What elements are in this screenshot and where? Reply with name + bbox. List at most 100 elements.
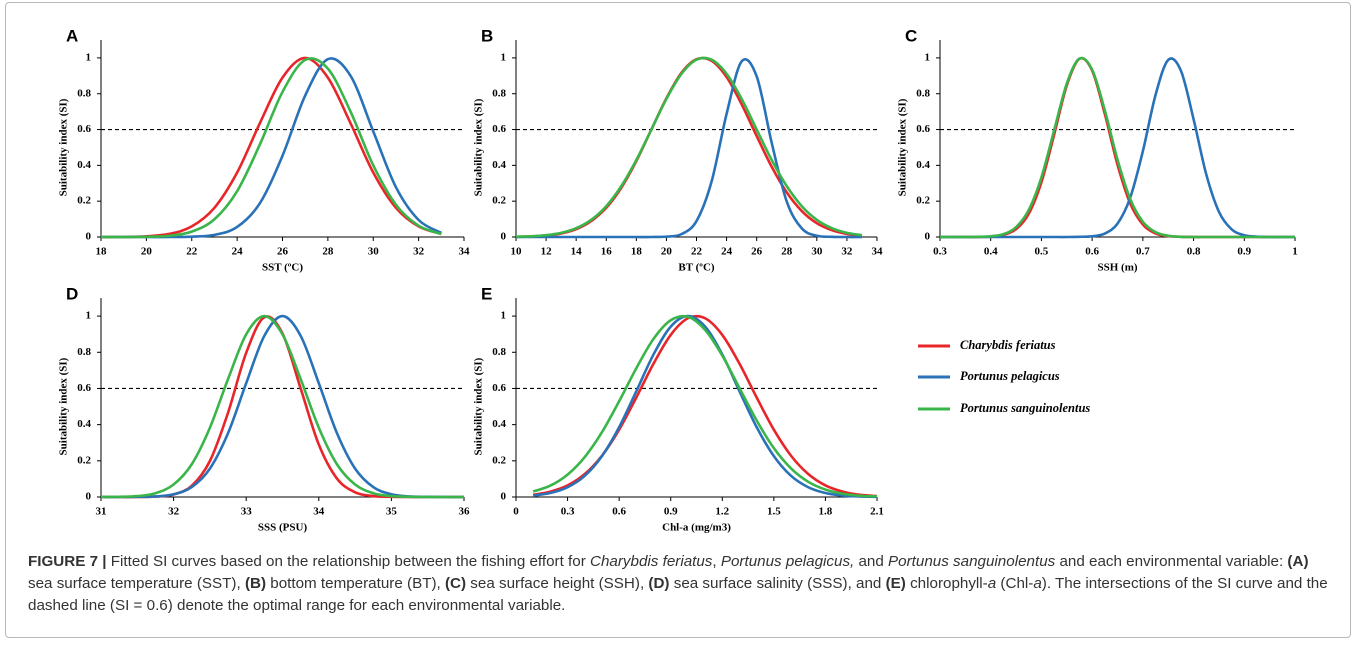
x-tick-label: 32: [413, 246, 425, 258]
caption-text: (Chl-: [996, 575, 1034, 592]
caption-text: chlorophyll-: [905, 575, 988, 592]
x-tick-label: 1: [1292, 246, 1298, 258]
caption-text: and each environmental variable:: [1055, 553, 1288, 570]
y-axis-label: Suitability index (SI): [58, 98, 70, 196]
x-tick-label: 0.9: [1237, 246, 1251, 258]
x-tick-label: 0.3: [933, 246, 947, 258]
series-line: [940, 56, 1295, 239]
y-tick-label: 0.2: [77, 454, 91, 466]
series-line: [515, 56, 863, 238]
y-tick-label: 0: [501, 231, 507, 243]
x-tick-label: 31: [96, 506, 107, 518]
x-tick-label: 34: [872, 246, 884, 258]
caption-text: Charybdis feriatus: [590, 553, 713, 570]
caption-text: ). The intersections of the SI curve and…: [28, 575, 1328, 614]
x-tick-label: 14: [571, 246, 583, 258]
y-tick-label: 0: [86, 231, 92, 243]
caption-text: (B): [244, 575, 267, 592]
caption-text: a: [987, 575, 997, 592]
x-tick-label: 24: [721, 246, 733, 258]
caption-text: bottom temperature (BT),: [266, 575, 445, 592]
series-line: [100, 57, 442, 239]
y-tick-label: 0.6: [916, 123, 930, 135]
x-tick-label: 18: [96, 246, 108, 258]
panel-label: E: [481, 284, 492, 303]
x-tick-label: 28: [781, 246, 793, 258]
caption-text: ,: [712, 553, 721, 570]
x-tick-label: 34: [459, 246, 471, 258]
panel-label: D: [66, 284, 78, 303]
y-tick-label: 0.4: [492, 418, 506, 430]
x-tick-label: 12: [541, 246, 553, 258]
y-tick-label: 0.4: [77, 159, 91, 171]
series-line: [940, 56, 1295, 239]
x-axis-label: Chl-a (mg/m3): [662, 522, 731, 534]
y-tick-label: 0.4: [77, 418, 91, 430]
x-tick-label: 30: [811, 246, 823, 258]
caption-text: and: [854, 553, 889, 570]
x-tick-label: 0.9: [664, 506, 678, 518]
x-tick-label: 0.8: [1187, 246, 1201, 258]
chart: 0 0.2 0.4 0.6 0.8 1 18 20 22 24 26 28 30 32 34 A SST (ºC…: [58, 26, 1298, 534]
x-tick-label: 20: [661, 246, 673, 258]
caption-text: Portunus pelagicus,: [720, 553, 855, 570]
caption: FIGURE 7 | Fitted SI curves based on the…: [28, 551, 1328, 617]
y-tick-label: 0.6: [492, 123, 506, 135]
x-tick-label: 35: [386, 506, 398, 518]
x-tick-label: 0.3: [561, 506, 575, 518]
figure-frame: [5, 2, 1351, 638]
caption-text: (C): [444, 575, 467, 592]
y-tick-label: 1: [925, 51, 931, 63]
caption-text: (E): [885, 575, 906, 592]
y-tick-label: 0.8: [492, 346, 506, 358]
y-tick-label: 0.2: [492, 195, 506, 207]
caption-text: sea surface temperature (SST),: [28, 575, 245, 592]
x-tick-label: 0.5: [1035, 246, 1049, 258]
x-tick-label: 24: [232, 246, 244, 258]
legend-label: Portunus pelagicus: [960, 369, 1060, 383]
caption-text: (D): [648, 575, 670, 592]
x-tick-label: 26: [751, 246, 763, 258]
series-line: [940, 57, 1295, 239]
caption-text: FIGURE 7 |: [28, 553, 107, 570]
x-tick-label: 0.4: [984, 246, 998, 258]
y-tick-label: 0: [501, 491, 507, 503]
legend-label: Charybdis feriatus: [960, 338, 1056, 352]
x-tick-label: 0.6: [612, 506, 626, 518]
x-tick-label: 32: [841, 246, 853, 258]
x-tick-label: 0.6: [1085, 246, 1099, 258]
caption-text: a: [1033, 575, 1042, 592]
x-tick-label: 2.1: [870, 506, 884, 518]
x-tick-label: 36: [459, 506, 471, 518]
y-tick-label: 0.2: [492, 454, 506, 466]
y-tick-label: 0.4: [916, 159, 930, 171]
y-tick-label: 0: [925, 231, 931, 243]
y-tick-label: 0.2: [77, 195, 91, 207]
x-tick-label: 1.2: [715, 506, 729, 518]
y-axis-label: Suitability index (SI): [897, 98, 909, 196]
x-tick-label: 20: [141, 246, 153, 258]
x-tick-label: 33: [241, 506, 253, 518]
y-tick-label: 0.4: [492, 159, 506, 171]
y-tick-label: 0: [86, 491, 92, 503]
x-tick-label: 32: [168, 506, 180, 518]
x-axis-label: SST (ºC): [262, 262, 303, 274]
x-tick-label: 1.5: [767, 506, 781, 518]
x-axis-label: BT (ºC): [678, 262, 714, 274]
caption-text: sea surface height (SSH),: [466, 575, 649, 592]
series-line: [515, 56, 863, 239]
series-line: [100, 314, 465, 499]
y-tick-label: 0.8: [916, 87, 930, 99]
y-tick-label: 1: [501, 51, 507, 63]
y-tick-label: 1: [86, 310, 92, 322]
x-tick-label: 16: [601, 246, 613, 258]
legend-label: Portunus sanguinolentus: [960, 401, 1090, 415]
x-tick-label: 34: [313, 506, 325, 518]
x-axis-label: SSS (PSU): [258, 522, 308, 534]
y-axis-label: Suitability index (SI): [473, 357, 485, 455]
series-line: [516, 58, 862, 239]
y-tick-label: 0.6: [77, 382, 91, 394]
x-tick-label: 1.8: [819, 506, 833, 518]
caption-text: (A): [1287, 553, 1309, 570]
